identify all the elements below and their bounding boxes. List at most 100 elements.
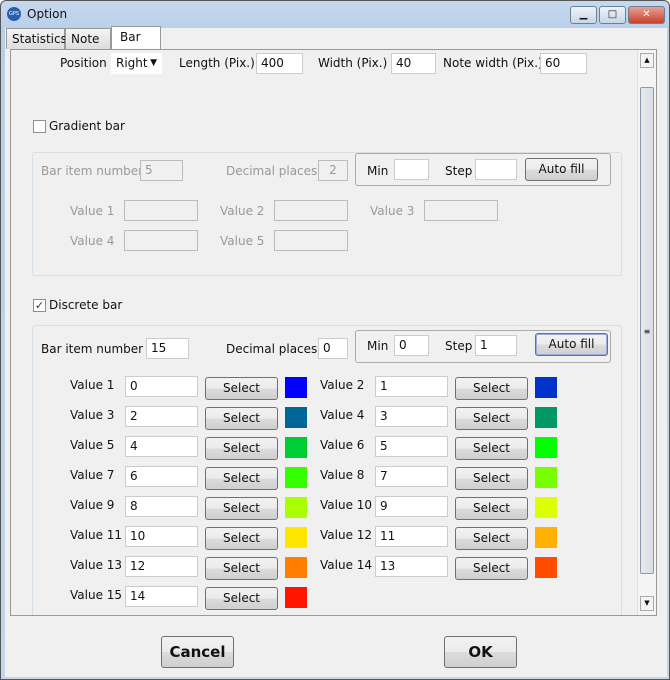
discrete-min-label: Min <box>367 339 389 353</box>
color-swatch <box>285 527 307 548</box>
discrete-value-label: Value 3 <box>70 408 115 422</box>
discrete-value-input[interactable]: 11 <box>375 526 448 547</box>
color-swatch <box>285 497 307 518</box>
discrete-step-label: Step <box>445 339 473 353</box>
discrete-item-number-label: Bar item number <box>41 342 144 356</box>
gradient-bar-label: Gradient bar <box>49 119 125 133</box>
discrete-bar-label: Discrete bar <box>49 298 123 312</box>
select-color-button[interactable]: Select <box>205 407 278 430</box>
gradient-group <box>32 152 622 276</box>
discrete-value-input[interactable]: 13 <box>375 556 448 577</box>
select-color-button[interactable]: Select <box>455 527 528 550</box>
discrete-value-input[interactable]: 7 <box>375 466 448 487</box>
discrete-min-input[interactable]: 0 <box>394 335 429 356</box>
position-select[interactable]: Right ▼ <box>111 53 162 74</box>
select-color-button[interactable]: Select <box>205 497 278 520</box>
discrete-value-input[interactable]: 5 <box>375 436 448 457</box>
discrete-decimal-input[interactable]: 0 <box>318 338 348 359</box>
scroll-up-button[interactable]: ▲ <box>640 53 654 68</box>
tab-bar[interactable]: Bar <box>111 26 161 50</box>
discrete-value-input[interactable]: 3 <box>375 406 448 427</box>
discrete-value-label: Value 12 <box>320 528 373 542</box>
discrete-value-input[interactable]: 10 <box>125 526 198 547</box>
client-area: Statistics Note Bar Position Right ▼ Leng… <box>5 26 667 677</box>
discrete-value-input[interactable]: 4 <box>125 436 198 457</box>
tab-statistics[interactable]: Statistics <box>6 28 67 49</box>
gradient-value-input[interactable] <box>274 200 348 221</box>
close-button[interactable]: ✕ <box>628 6 665 24</box>
select-color-button[interactable]: Select <box>455 497 528 520</box>
gradient-min-input[interactable] <box>394 159 429 180</box>
color-swatch <box>285 557 307 578</box>
discrete-group <box>32 325 622 615</box>
discrete-autofill-group <box>355 330 611 363</box>
discrete-value-input[interactable]: 0 <box>125 376 198 397</box>
color-swatch <box>535 497 557 518</box>
tab-note[interactable]: Note <box>65 28 111 49</box>
gradient-value-input[interactable] <box>124 200 198 221</box>
discrete-value-input[interactable]: 2 <box>125 406 198 427</box>
gradient-value-input[interactable] <box>274 230 348 251</box>
gradient-value-label: Value 1 <box>70 204 115 218</box>
note-width-label: Note width (Pix.) <box>443 56 543 70</box>
note-width-input[interactable]: 60 <box>540 53 587 74</box>
color-swatch <box>535 377 557 398</box>
discrete-value-input[interactable]: 8 <box>125 496 198 517</box>
gradient-bar-checkbox[interactable] <box>33 120 46 133</box>
select-color-button[interactable]: Select <box>205 557 278 580</box>
select-color-button[interactable]: Select <box>205 467 278 490</box>
gradient-decimal-label: Decimal places <box>226 164 318 178</box>
scroll-thumb[interactable]: ≡ <box>640 87 654 574</box>
gradient-step-input[interactable] <box>475 159 517 180</box>
discrete-value-label: Value 4 <box>320 408 365 422</box>
discrete-value-input[interactable]: 14 <box>125 586 198 607</box>
discrete-value-input[interactable]: 1 <box>375 376 448 397</box>
select-color-button[interactable]: Select <box>455 467 528 490</box>
select-color-button[interactable]: Select <box>455 437 528 460</box>
discrete-value-label: Value 7 <box>70 468 115 482</box>
discrete-value-input[interactable]: 6 <box>125 466 198 487</box>
select-color-button[interactable]: Select <box>205 587 278 610</box>
discrete-value-input[interactable]: 12 <box>125 556 198 577</box>
gradient-item-number-stepper[interactable]: 5 <box>140 160 183 181</box>
gradient-value-label: Value 2 <box>220 204 265 218</box>
gradient-value-input[interactable] <box>424 200 498 221</box>
discrete-item-number-stepper[interactable]: 15 <box>146 338 189 359</box>
gradient-item-number-label: Bar item number <box>41 164 144 178</box>
vertical-scrollbar[interactable]: ▲ ≡ ▼ <box>637 50 656 615</box>
select-color-button[interactable]: Select <box>205 527 278 550</box>
discrete-value-label: Value 9 <box>70 498 115 512</box>
discrete-value-label: Value 11 <box>70 528 123 542</box>
select-color-button[interactable]: Select <box>205 377 278 400</box>
discrete-value-input[interactable]: 9 <box>375 496 448 517</box>
gradient-value-input[interactable] <box>124 230 198 251</box>
discrete-auto-fill-button[interactable]: Auto fill <box>535 333 608 356</box>
length-input[interactable]: 400 <box>256 53 303 74</box>
select-color-button[interactable]: Select <box>205 437 278 460</box>
maximize-button[interactable]: □ <box>599 6 626 24</box>
ok-button[interactable]: OK <box>444 636 517 668</box>
gradient-step-label: Step <box>445 164 473 178</box>
width-label: Width (Pix.) <box>318 56 388 70</box>
gradient-auto-fill-button[interactable]: Auto fill <box>525 158 598 181</box>
chevron-down-icon: ▼ <box>150 58 157 68</box>
gradient-min-label: Min <box>367 164 389 178</box>
select-color-button[interactable]: Select <box>455 377 528 400</box>
discrete-decimal-label: Decimal places <box>226 342 318 356</box>
discrete-value-label: Value 15 <box>70 588 123 602</box>
minimize-button[interactable]: ▁ <box>570 6 597 24</box>
cancel-button[interactable]: Cancel <box>161 636 234 668</box>
discrete-bar-checkbox[interactable]: ✓ <box>33 299 46 312</box>
color-swatch <box>535 527 557 548</box>
position-label: Position <box>60 56 107 70</box>
select-color-button[interactable]: Select <box>455 557 528 580</box>
bar-settings-panel: Position Right ▼ Length (Pix.) 400 Width … <box>10 49 657 616</box>
gradient-decimal-input[interactable]: 2 <box>318 160 348 181</box>
position-value: Right <box>116 56 148 70</box>
discrete-step-input[interactable]: 1 <box>475 335 517 356</box>
discrete-value-label: Value 2 <box>320 378 365 392</box>
width-input[interactable]: 40 <box>391 53 436 74</box>
select-color-button[interactable]: Select <box>455 407 528 430</box>
scroll-down-button[interactable]: ▼ <box>640 596 654 611</box>
